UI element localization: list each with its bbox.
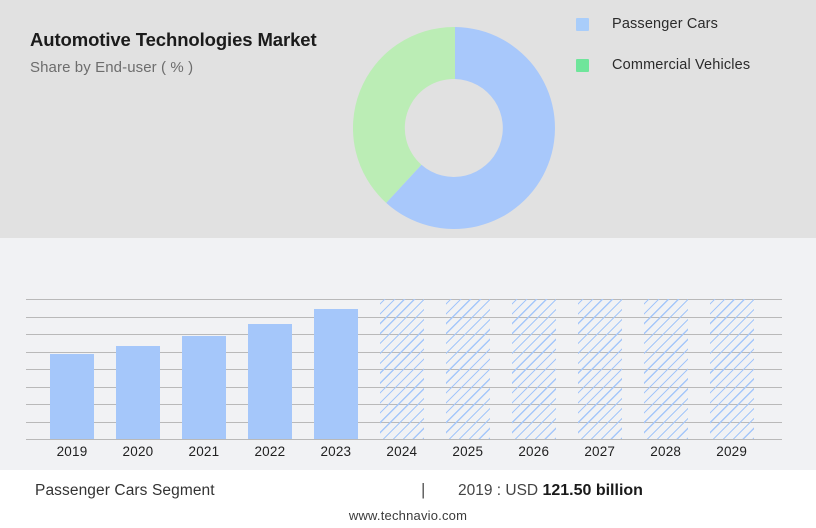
bar-2021[interactable] <box>181 335 226 439</box>
x-axis-label-2020: 2020 <box>122 444 154 459</box>
x-axis-label-2026: 2026 <box>518 444 550 459</box>
donut-slice-commercial-vehicles <box>353 26 455 203</box>
bar-series <box>26 299 782 439</box>
bar-fill <box>50 353 94 439</box>
bar-2026[interactable] <box>511 299 556 439</box>
legend-item-passenger-cars[interactable]: Passenger Cars <box>576 13 806 35</box>
donut-chart <box>353 26 557 230</box>
x-axis-label-2024: 2024 <box>386 444 418 459</box>
x-axis-labels: 2019 2020 2021 2022 2023 2024 2025 2026 2027 2028… <box>26 444 782 466</box>
bar-forecast-fill <box>445 299 490 439</box>
bar-2020[interactable] <box>115 345 160 439</box>
x-axis-label-2029: 2029 <box>716 444 748 459</box>
bar-2029[interactable] <box>709 299 754 439</box>
donut-chart-svg <box>353 26 555 229</box>
bar-2028[interactable] <box>643 299 688 439</box>
bar-forecast-fill <box>379 299 424 439</box>
legend-item-label: Commercial Vehicles <box>612 57 751 73</box>
square-swatch-icon <box>576 17 589 31</box>
x-axis-label-2022: 2022 <box>254 444 286 459</box>
footer-value-prefix: 2019 : USD <box>458 482 539 499</box>
legend-item-label: Passenger Cars <box>612 16 719 32</box>
gridline <box>26 439 782 440</box>
bar-2025[interactable] <box>445 299 490 439</box>
bar-chart-band: 2019 2020 2021 2022 2023 2024 2025 2026 2027 2028… <box>0 238 816 470</box>
bar-2027[interactable] <box>577 299 622 439</box>
x-axis-label-2021: 2021 <box>188 444 220 459</box>
header-band: Automotive Technologies Market Share by … <box>0 0 816 238</box>
bar-fill <box>181 335 226 439</box>
bar-2024[interactable] <box>379 299 424 439</box>
bar-2019[interactable] <box>50 353 94 439</box>
bar-forecast-fill <box>577 299 622 439</box>
donut-slice-passenger-cars <box>386 27 555 229</box>
bar-2023[interactable] <box>313 308 358 439</box>
bar-forecast-fill <box>709 299 754 439</box>
bar-2022[interactable] <box>247 323 292 439</box>
title-block: Automotive Technologies Market Share by … <box>30 28 330 76</box>
x-axis-label-2019: 2019 <box>56 444 88 459</box>
x-axis-label-2025: 2025 <box>452 444 484 459</box>
bar-fill <box>115 345 160 439</box>
bar-forecast-fill <box>643 299 688 439</box>
x-axis-label-2023: 2023 <box>320 444 352 459</box>
bar-chart-plot <box>26 299 782 440</box>
footer-segment-label: Passenger Cars Segment <box>35 482 215 499</box>
chart-legend: Passenger Cars Commercial Vehicles <box>576 13 806 95</box>
bar-fill <box>247 323 292 439</box>
x-axis-label-2028: 2028 <box>650 444 682 459</box>
bar-forecast-fill <box>511 299 556 439</box>
footer-website: www.technavio.com <box>348 508 468 523</box>
footer-value-block: 2019 : USD 121.50 billion <box>458 482 643 500</box>
page-title: Automotive Technologies Market <box>30 29 317 50</box>
page-subtitle: Share by End-user ( % ) <box>30 58 194 76</box>
footer-band: Passenger Cars Segment | 2019 : USD 121.… <box>0 470 816 528</box>
footer-separator: | <box>421 480 426 499</box>
legend-item-commercial-vehicles[interactable]: Commercial Vehicles <box>576 54 806 76</box>
bar-fill <box>313 308 358 439</box>
footer-value: 121.50 billion <box>542 482 643 499</box>
x-axis-label-2027: 2027 <box>584 444 616 459</box>
square-swatch-icon <box>576 58 589 72</box>
